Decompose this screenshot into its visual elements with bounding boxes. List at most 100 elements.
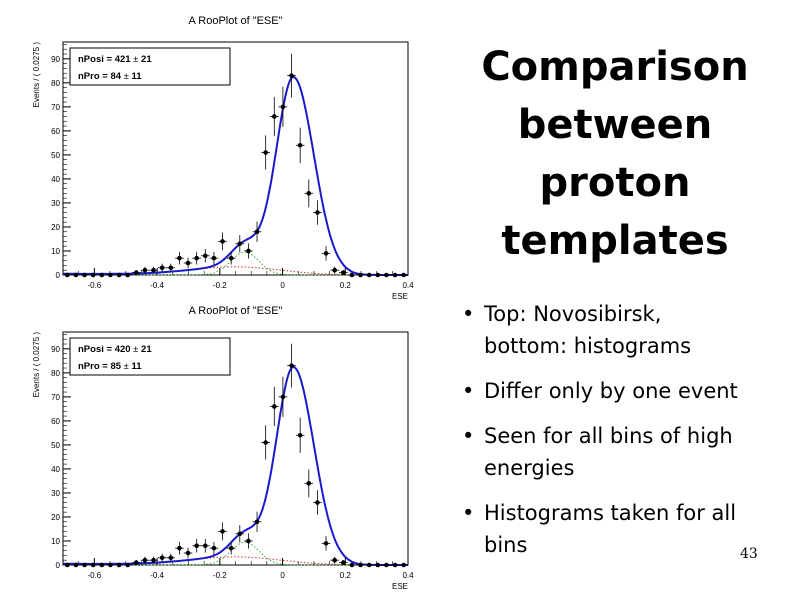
legend-error: 21 bbox=[141, 54, 152, 65]
y-tick-label: 20 bbox=[51, 223, 60, 232]
data-point bbox=[123, 272, 132, 278]
data-point-marker bbox=[220, 529, 225, 534]
data-point-marker bbox=[332, 557, 337, 563]
data-point bbox=[157, 263, 167, 272]
data-point bbox=[71, 272, 81, 278]
y-axis-label: Events / ( 0.0275 ) bbox=[32, 332, 41, 398]
legend-box: nPosi = 420 ± 21 nPro = 85 ± 11 bbox=[69, 337, 231, 376]
y-axis-label: Events / ( 0.0275 ) bbox=[32, 42, 41, 108]
data-point bbox=[252, 511, 262, 532]
data-point bbox=[97, 562, 107, 568]
data-point-marker bbox=[202, 253, 208, 259]
data-point-marker bbox=[90, 562, 96, 568]
data-point bbox=[356, 272, 365, 278]
legend-box: nPosi = 421 ± 21 nPro = 84 ± 11 bbox=[69, 47, 231, 86]
data-point bbox=[313, 200, 322, 225]
data-point-marker bbox=[358, 272, 363, 278]
x-axis-label: ESE bbox=[392, 582, 408, 590]
data-point bbox=[166, 553, 176, 562]
data-point bbox=[373, 272, 383, 278]
chart-title: A RooPlot of "ESE" bbox=[188, 305, 282, 317]
data-point-marker bbox=[133, 560, 139, 565]
data-point bbox=[209, 541, 219, 555]
data-point-marker bbox=[99, 272, 105, 278]
x-tick-label: 0 bbox=[280, 281, 285, 290]
page-number: 43 bbox=[740, 546, 758, 562]
data-point bbox=[278, 86, 288, 127]
y-tick-label: 90 bbox=[51, 55, 60, 64]
y-tick-label: 10 bbox=[51, 247, 60, 256]
data-point-marker bbox=[384, 272, 389, 278]
x-tick-label: -0.6 bbox=[87, 571, 101, 580]
data-point-marker bbox=[64, 272, 70, 278]
data-point-marker bbox=[246, 248, 251, 254]
data-point-marker bbox=[151, 557, 156, 563]
data-point-marker bbox=[349, 272, 355, 278]
data-point bbox=[287, 343, 296, 388]
data-point-marker bbox=[375, 272, 381, 278]
total-fit-curve bbox=[63, 75, 408, 276]
data-point-marker bbox=[358, 562, 363, 568]
data-point-marker bbox=[220, 239, 225, 244]
plus-minus-icon: ± bbox=[121, 71, 132, 82]
data-point-marker bbox=[263, 150, 268, 155]
data-point-marker bbox=[185, 550, 191, 556]
data-point-marker bbox=[237, 531, 243, 537]
data-point bbox=[88, 562, 98, 568]
data-point bbox=[399, 562, 408, 568]
legend-entry: nPosi = 421 ± 21 bbox=[78, 54, 152, 65]
legend-entry: nPro = 84 ± 11 bbox=[78, 71, 142, 82]
data-point-marker bbox=[159, 555, 165, 561]
plus-minus-icon: ± bbox=[131, 54, 142, 65]
x-tick-label: -0.4 bbox=[150, 571, 164, 580]
data-point-marker bbox=[142, 267, 148, 273]
slide-title-line: Comparison bbox=[481, 44, 749, 90]
legend-error: 11 bbox=[132, 71, 143, 82]
data-point-marker bbox=[177, 255, 182, 261]
data-point bbox=[261, 135, 270, 170]
bullet-text-continued: bottom: histograms bbox=[484, 334, 692, 358]
x-tick-label: -0.2 bbox=[213, 281, 227, 290]
data-point-marker bbox=[125, 562, 130, 568]
data-point-marker bbox=[185, 260, 191, 266]
y-tick-label: 60 bbox=[51, 417, 60, 426]
data-point bbox=[192, 538, 201, 553]
data-point bbox=[218, 232, 227, 251]
y-tick-label: 60 bbox=[51, 127, 60, 136]
data-point-marker bbox=[254, 229, 260, 235]
data-point bbox=[330, 266, 339, 274]
data-point-marker bbox=[228, 255, 234, 261]
data-point bbox=[80, 272, 89, 278]
slide-title: Comparison between proton templates bbox=[470, 38, 760, 270]
rooplot-bottom-svg: A RooPlot of "ESE" 0 10 20 30 40 50 60 70 80 90 -0.… bbox=[32, 305, 414, 591]
y-tick-label: 0 bbox=[56, 271, 61, 280]
data-point bbox=[304, 179, 314, 208]
bullet-text: Seen for all bins of high bbox=[484, 424, 733, 448]
data-point-marker bbox=[99, 562, 105, 568]
bullet-list: • Top: Novosibirsk, bottom: histograms •… bbox=[462, 298, 792, 574]
data-point-marker bbox=[168, 555, 174, 561]
legend-error: 21 bbox=[141, 344, 152, 355]
total-fit-curve bbox=[63, 365, 408, 566]
data-point-marker bbox=[323, 541, 329, 546]
data-point bbox=[235, 235, 245, 253]
data-point-marker bbox=[82, 272, 87, 278]
data-point-marker bbox=[340, 270, 346, 275]
data-point bbox=[321, 246, 331, 261]
slide-title-line: proton bbox=[539, 160, 691, 206]
data-point-marker bbox=[211, 255, 217, 261]
x-tick-label: 0.2 bbox=[340, 571, 352, 580]
data-point bbox=[252, 221, 262, 242]
data-point bbox=[321, 536, 331, 551]
plus-minus-icon: ± bbox=[131, 344, 142, 355]
y-tick-label: 20 bbox=[51, 513, 60, 522]
data-point-marker bbox=[289, 363, 294, 368]
data-point bbox=[269, 96, 279, 136]
y-tick-label: 40 bbox=[51, 465, 60, 474]
chart-title: A RooPlot of "ESE" bbox=[188, 15, 282, 27]
data-point-marker bbox=[289, 73, 294, 78]
legend-value: nPosi = 420 bbox=[78, 344, 131, 355]
data-point bbox=[295, 127, 305, 163]
data-point bbox=[123, 562, 132, 568]
data-point bbox=[200, 248, 210, 263]
